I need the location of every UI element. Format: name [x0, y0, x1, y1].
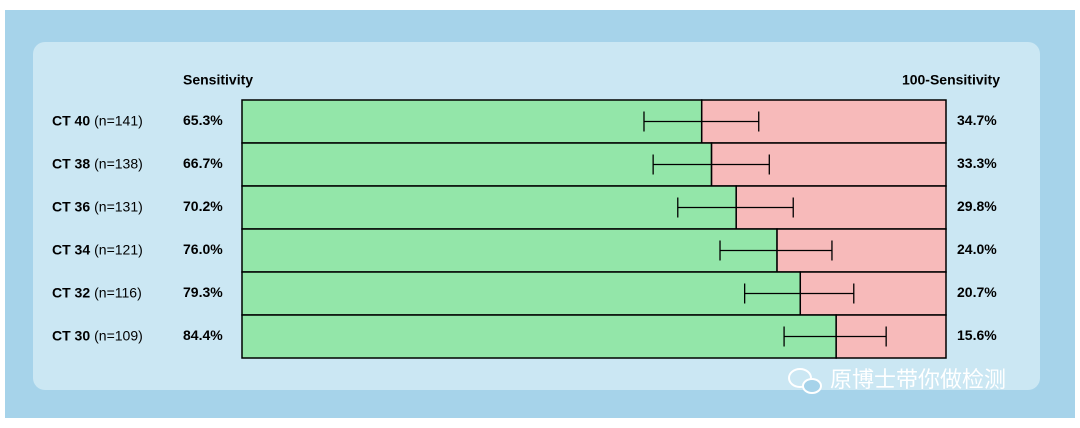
value-label: 70.2%	[183, 198, 223, 214]
value-label: 24.0%	[957, 241, 997, 257]
category-label: CT 36 (n=131)	[52, 198, 143, 214]
category-label: CT 34 (n=121)	[52, 241, 143, 257]
watermark: 原博士带你做检测	[830, 368, 1006, 393]
bar	[241, 271, 802, 316]
category-name: CT 32	[52, 284, 90, 300]
value-label: 79.3%	[183, 284, 223, 300]
sample-size: (n=141)	[94, 112, 143, 128]
value-label: 29.8%	[957, 198, 997, 214]
category-label: CT 38 (n=138)	[52, 155, 143, 171]
value-label: 65.3%	[183, 112, 223, 128]
wechat-icon	[788, 368, 822, 394]
category-name: CT 36	[52, 198, 90, 214]
category-label: CT 40 (n=141)	[52, 112, 143, 128]
value-label: 66.7%	[183, 155, 223, 171]
bar	[241, 142, 713, 187]
sample-size: (n=121)	[94, 241, 143, 257]
category-name: CT 30	[52, 327, 90, 343]
category-label: CT 32 (n=116)	[52, 284, 142, 300]
category-name: CT 38	[52, 155, 90, 171]
category-name: CT 34	[52, 241, 90, 257]
bar	[241, 314, 837, 359]
bar	[241, 99, 703, 144]
category-label: CT 30 (n=109)	[52, 327, 143, 343]
value-label: 33.3%	[957, 155, 997, 171]
bar	[241, 185, 737, 230]
value-label: 34.7%	[957, 112, 997, 128]
series-header: 100-Sensitivity	[902, 72, 1000, 88]
sample-size: (n=138)	[94, 155, 143, 171]
value-label: 20.7%	[957, 284, 997, 300]
sample-size: (n=131)	[94, 198, 143, 214]
bar	[241, 228, 778, 273]
sample-size: (n=116)	[94, 284, 142, 300]
value-label: 76.0%	[183, 241, 223, 257]
value-label: 84.4%	[183, 327, 223, 343]
series-header: Sensitivity	[183, 72, 253, 88]
sample-size: (n=109)	[94, 327, 143, 343]
category-name: CT 40	[52, 112, 90, 128]
value-label: 15.6%	[957, 327, 997, 343]
